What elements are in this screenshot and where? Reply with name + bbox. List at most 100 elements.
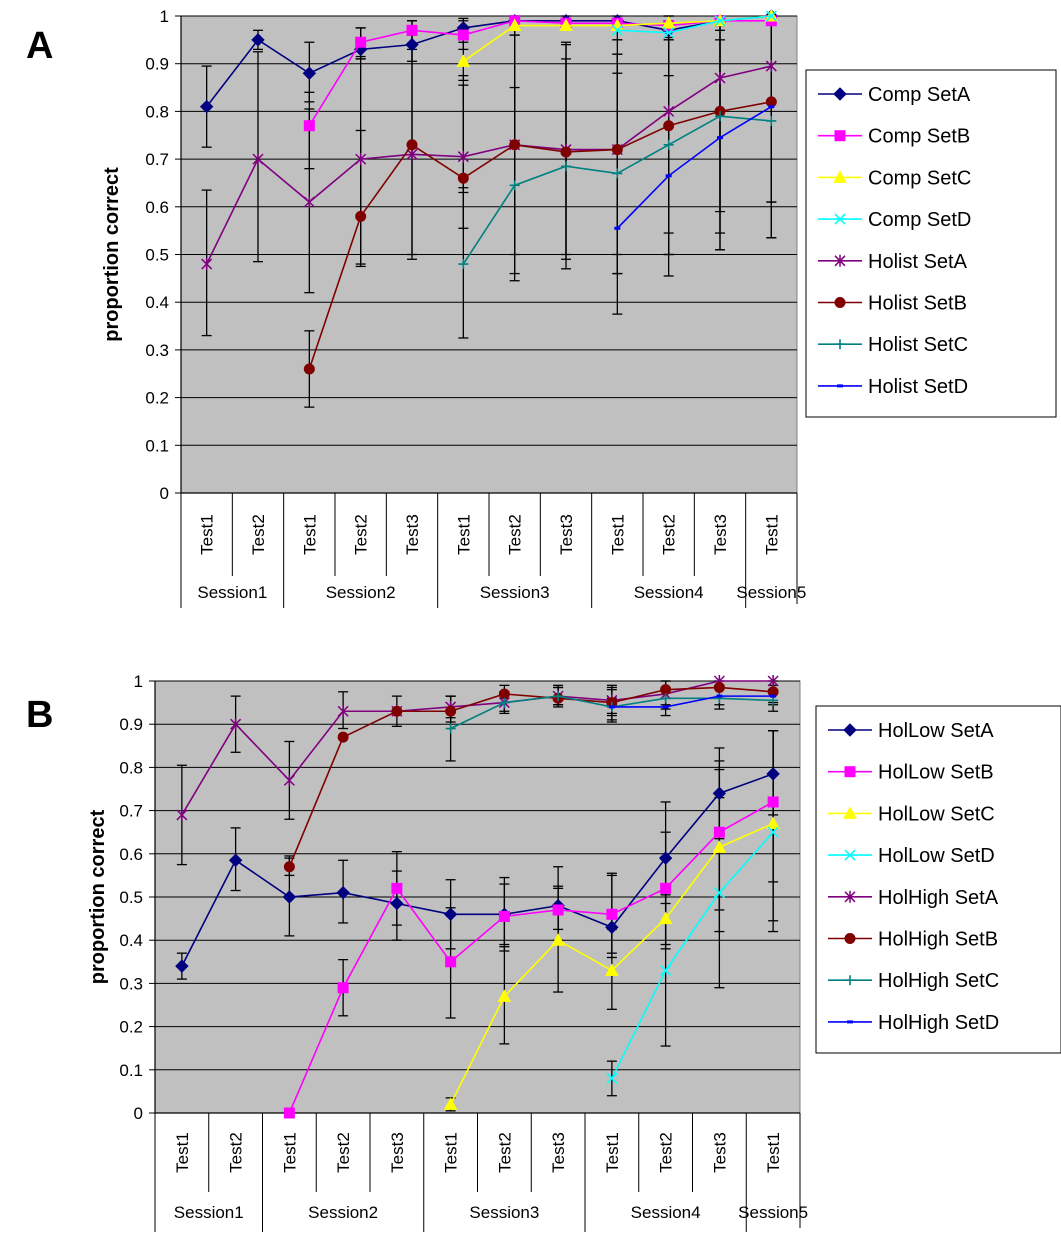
- x-category-label: Test3: [403, 514, 422, 555]
- legend-marker: [834, 297, 846, 308]
- legend-box: [815, 705, 1061, 1054]
- data-point: [606, 1072, 618, 1085]
- series-line: [617, 15, 772, 34]
- data-point: [663, 120, 675, 132]
- series-holist-setc: [458, 111, 777, 270]
- data-point: [498, 688, 510, 700]
- data-point: [660, 882, 672, 894]
- data-point: [713, 681, 725, 693]
- legend-label: Holist SetD: [868, 376, 968, 398]
- legend-marker: [847, 1020, 853, 1024]
- legend-marker: [844, 890, 856, 903]
- data-point: [658, 911, 673, 925]
- session-label: Session1: [197, 583, 267, 602]
- data-point: [552, 904, 564, 916]
- series-line: [288, 801, 774, 1114]
- x-category-label: Test1: [762, 514, 781, 555]
- y-tick-label: 0: [134, 1104, 143, 1123]
- data-point: [766, 767, 780, 781]
- y-tick-label: 0.2: [145, 389, 169, 408]
- legend-marker: [844, 849, 856, 861]
- y-tick-label: 0.5: [119, 888, 143, 907]
- data-point: [443, 1097, 458, 1110]
- data-point: [445, 723, 456, 734]
- session-label: Session3: [469, 1203, 539, 1222]
- series-hollow-setd: [606, 826, 779, 1085]
- data-point: [251, 33, 265, 47]
- data-point: [337, 731, 349, 743]
- y-tick-label: 0.8: [119, 758, 143, 777]
- data-point: [658, 851, 673, 865]
- session-label: Session2: [308, 1203, 378, 1222]
- legend-label: HolLow SetA: [878, 720, 994, 742]
- x-category-label: Test3: [710, 1132, 729, 1173]
- session-label: Session5: [736, 583, 806, 602]
- data-point: [663, 139, 674, 150]
- data-point: [457, 150, 469, 163]
- data-point: [390, 896, 404, 911]
- data-point: [283, 861, 295, 873]
- data-point: [509, 180, 520, 191]
- data-point: [611, 144, 623, 156]
- x-category-label: Test1: [603, 1132, 622, 1173]
- legend-label: HolHigh SetA: [878, 887, 999, 909]
- data-point: [283, 1107, 295, 1119]
- data-point: [458, 259, 469, 270]
- data-point: [230, 718, 242, 731]
- session-label: Session5: [738, 1203, 808, 1222]
- legend-marker: [844, 766, 856, 778]
- x-category-label: Test1: [173, 1132, 192, 1173]
- data-point: [767, 826, 779, 838]
- data-point: [443, 907, 458, 921]
- x-category-label: Test1: [454, 514, 473, 555]
- x-category-label: Test1: [198, 514, 217, 555]
- series-line: [288, 686, 774, 868]
- data-point: [765, 60, 777, 73]
- data-point: [663, 105, 675, 118]
- data-point: [457, 29, 469, 41]
- legend-marker: [843, 806, 857, 819]
- data-point: [405, 37, 419, 52]
- panel-a: A 0 0.1 0.2 0.3 0.4 0.5 0.6 0.7 0.8 0.9 1 proportion…: [26, 7, 1057, 608]
- data-point: [391, 882, 403, 894]
- y-tick-label: 0.7: [119, 802, 143, 821]
- data-point: [713, 826, 725, 838]
- data-point: [175, 959, 189, 973]
- data-point: [714, 15, 726, 27]
- legend-label: Comp SetC: [868, 167, 971, 189]
- data-point: [767, 796, 779, 808]
- data-point: [336, 885, 350, 900]
- x-category-label: Test2: [227, 1132, 246, 1173]
- data-point: [509, 139, 521, 151]
- data-point: [605, 963, 619, 976]
- y-tick-label: 0.4: [119, 931, 143, 950]
- y-tick-label: 0.6: [145, 198, 169, 217]
- y-tick-label: 1: [160, 7, 169, 26]
- series-hollow-setc: [443, 816, 780, 1110]
- data-point: [176, 808, 188, 821]
- data-point: [445, 705, 457, 717]
- y-tick-label: 0.7: [145, 150, 169, 169]
- data-point: [355, 210, 367, 222]
- data-point: [660, 693, 671, 704]
- data-point: [767, 675, 779, 687]
- session-label: Session1: [174, 1203, 244, 1222]
- y-tick-label: 0.4: [145, 293, 169, 312]
- series-line: [308, 101, 772, 370]
- legend-marker: [844, 933, 856, 944]
- data-point: [303, 363, 315, 375]
- data-point: [282, 890, 297, 904]
- data-point: [551, 933, 565, 946]
- y-tick-label: 1: [134, 672, 143, 691]
- y-tick-label: 0.6: [119, 845, 143, 864]
- data-point: [355, 36, 367, 48]
- data-point: [406, 148, 418, 161]
- x-category-label: Test2: [334, 1132, 353, 1173]
- legend-label: Holist SetB: [868, 293, 967, 315]
- data-point: [712, 786, 727, 801]
- x-category-label: Test3: [549, 1132, 568, 1173]
- series-holist-setd: [614, 105, 775, 230]
- series-holhigh-setd: [608, 694, 777, 709]
- data-point: [355, 153, 367, 166]
